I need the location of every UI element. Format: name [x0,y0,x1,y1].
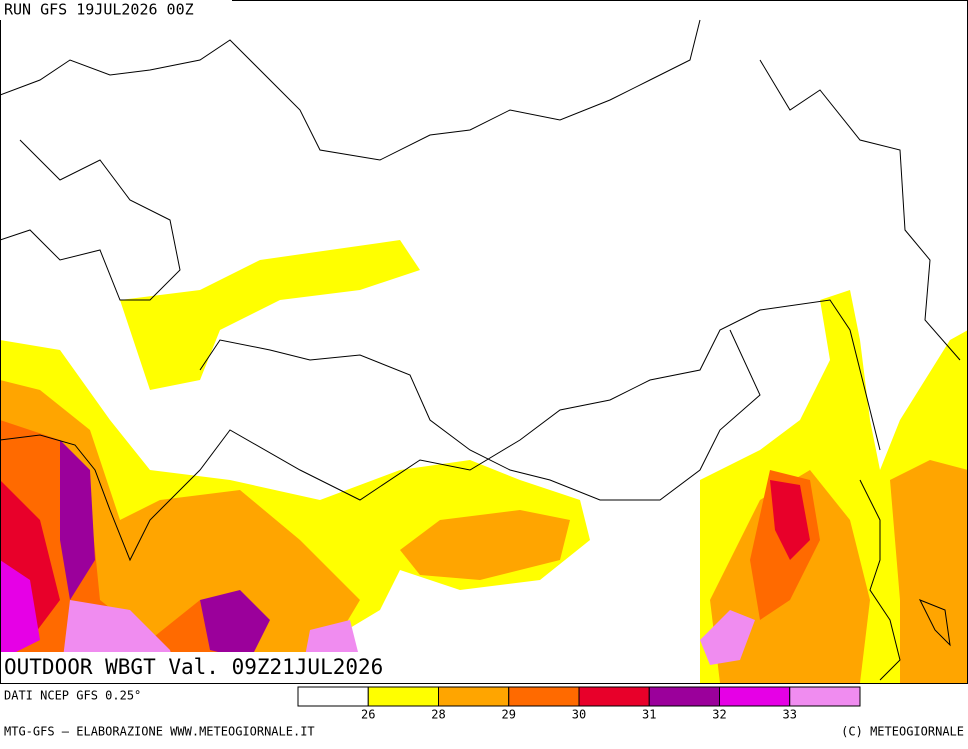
legend-tick-label: 29 [502,708,516,722]
footer-left: MTG-GFS — ELABORAZIONE WWW.METEOGIORNALE… [4,725,315,739]
wbgt-area [60,440,95,600]
title-box [0,652,383,683]
source-label: DATI NCEP GFS 0.25° [4,689,141,703]
legend-swatch [789,686,861,707]
wbgt-area [0,560,40,660]
wbgt-area [700,610,755,665]
legend-swatch [367,686,439,707]
run-box [0,0,232,20]
legend-tick-label: 31 [642,708,656,722]
legend-swatch [508,686,580,707]
legend-tick-label: 26 [361,708,375,722]
legend-swatch [438,686,510,707]
wbgt-area [890,460,968,683]
wbgt-area [200,590,270,660]
legend-swatch [719,686,791,707]
map-title: OUTDOOR WBGT Val. 09Z21JUL2026 [4,655,383,679]
legend-swatch [578,686,650,707]
legend-swatch [297,686,369,707]
borders [0,19,961,681]
wbgt-area [770,480,810,560]
legend-tick-label: 33 [783,708,797,722]
legend-tick-label: 32 [712,708,726,722]
wbgt-area [400,510,570,580]
footer-right: (C) METEOGIORNALE [841,725,964,739]
wbgt-area [120,240,420,390]
legend-swatch [648,686,720,707]
legend-tick-label: 30 [572,708,586,722]
color-legend: 26 28 29 30 31 32 33 [297,686,861,722]
run-label: RUN GFS 19JUL2026 00Z [4,1,194,19]
legend-tick-label: 28 [431,708,445,722]
